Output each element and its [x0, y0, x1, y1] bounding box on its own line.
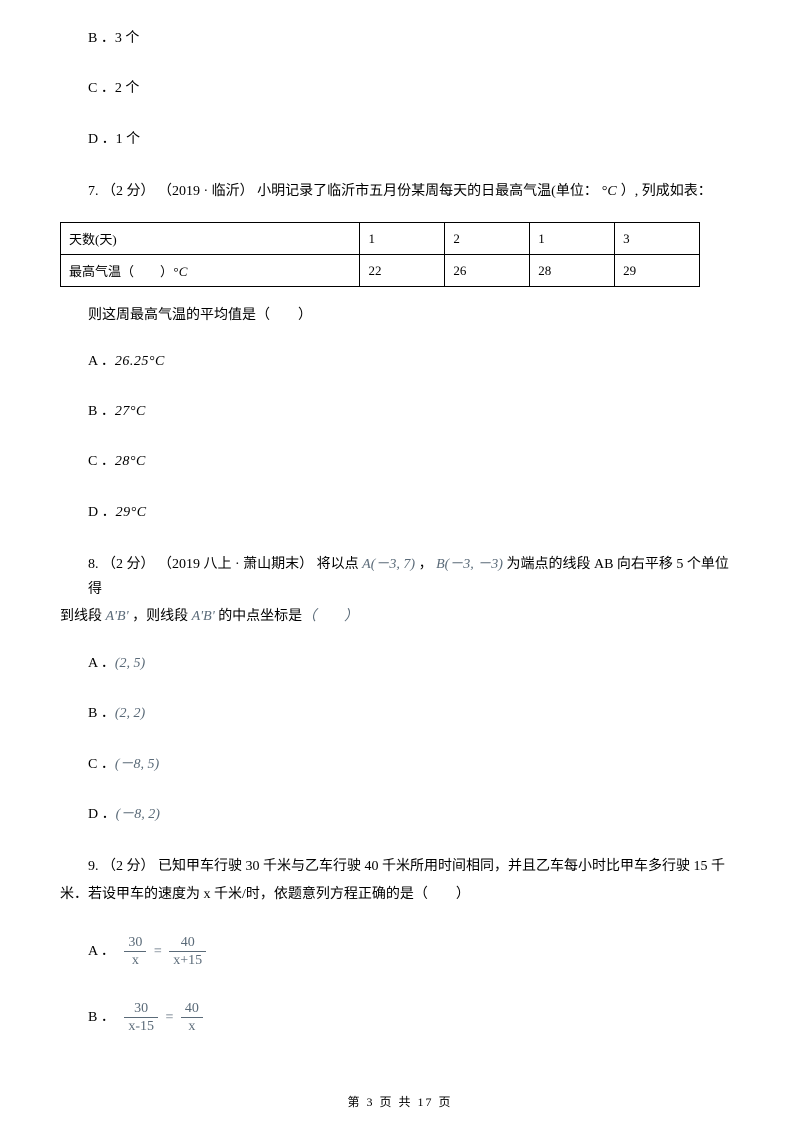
opt-label: A ．: [88, 941, 115, 963]
fraction-left: 30 x: [124, 936, 146, 968]
numerator: 30: [124, 936, 146, 952]
opt-label: D ．: [88, 505, 116, 520]
q7-option-c: C ．28°C: [60, 451, 740, 473]
option-c: C ．2 个: [60, 78, 740, 100]
q7-table: 天数(天) 1 2 1 3 最高气温（ ）°C 22 26 28 29: [60, 222, 700, 287]
fraction-right: 40 x: [181, 1002, 203, 1034]
opt-label: A ．: [88, 354, 115, 369]
q9-line2: 米．若设甲车的速度为 x 千米/时，依题意列方程正确的是（ ）: [60, 884, 740, 906]
opt-value: (－8, 5): [115, 757, 159, 772]
opt-label: B ．: [88, 706, 115, 721]
equation: 30 x = 40 x+15: [124, 936, 206, 968]
q8-option-a: A ．(2, 5): [60, 653, 740, 675]
denominator: x: [181, 1018, 203, 1034]
cell-temp-label: 最高气温（ ）°C: [61, 255, 360, 287]
fraction-right: 40 x+15: [169, 936, 206, 968]
option-b: B ．3 个: [60, 28, 740, 50]
numerator: 40: [181, 1002, 203, 1018]
page-footer: 第 3 页 共 17 页: [0, 1093, 800, 1110]
q9-option-b: B ． 30 x-15 = 40 x: [60, 1002, 740, 1034]
opt-label: D ．: [88, 807, 116, 822]
opt-value: 29°C: [116, 505, 147, 520]
opt-value: 28°C: [115, 454, 146, 469]
point-b: B(－3, －3): [436, 557, 503, 572]
cell-days-label: 天数(天): [61, 223, 360, 255]
q7-option-a: A ．26.25°C: [60, 351, 740, 373]
point-a: A(－3, 7): [362, 557, 415, 572]
denominator: x: [124, 952, 146, 968]
numerator: 30: [124, 1002, 158, 1018]
q8-p4c: 的中点坐标是: [215, 609, 303, 624]
q8-text-2: 到线段 A'B' ，则线段 A'B' 的中点坐标是（ ）: [60, 606, 740, 628]
opt-value: 26.25°C: [115, 354, 165, 369]
cell: 28: [530, 255, 615, 287]
fraction-left: 30 x-15: [124, 1002, 158, 1034]
opt-label: B ．: [88, 1007, 115, 1029]
opt-value: (2, 2): [115, 706, 145, 721]
equals-sign: =: [150, 941, 166, 963]
q8-option-c: C ．(－8, 5): [60, 754, 740, 776]
opt-label: C ．: [88, 757, 115, 772]
denominator: x-15: [124, 1018, 158, 1034]
q8-p2: ，: [415, 557, 436, 572]
q8-option-d: D ．(－8, 2): [60, 804, 740, 826]
cell: 2: [445, 223, 530, 255]
cell: 26: [445, 255, 530, 287]
q7-prefix: 7. （2 分） （2019 · 临沂） 小明记录了临沂市五月份某周每天的日最高…: [88, 184, 601, 199]
temp-label-text: 最高气温（ ）: [69, 264, 173, 279]
equals-sign: =: [162, 1007, 178, 1029]
q7-option-d: D ．29°C: [60, 502, 740, 524]
q9-line1: 9. （2 分） 已知甲车行驶 30 千米与乙车行驶 40 千米所用时间相同，并…: [60, 854, 740, 879]
q8-option-b: B ．(2, 2): [60, 703, 740, 725]
cell: 1: [530, 223, 615, 255]
q8-p1: 8. （2 分） （2019 八上 · 萧山期末） 将以点: [88, 557, 362, 572]
opt-label: A ．: [88, 656, 115, 671]
cell: 1: [360, 223, 445, 255]
q7-option-b: B ．27°C: [60, 401, 740, 423]
cell: 22: [360, 255, 445, 287]
denominator: x+15: [169, 952, 206, 968]
opt-value: (2, 5): [115, 656, 145, 671]
q8-p4b: ，则线段: [129, 609, 192, 624]
table-row: 最高气温（ ）°C 22 26 28 29: [61, 255, 700, 287]
opt-label: C ．: [88, 454, 115, 469]
q7-text: 7. （2 分） （2019 · 临沂） 小明记录了临沂市五月份某周每天的日最高…: [60, 179, 740, 204]
q8-p4a: 到线段: [60, 609, 106, 624]
temp-label-unit: °C: [173, 264, 188, 279]
opt-value: 27°C: [115, 404, 146, 419]
cell: 29: [615, 255, 700, 287]
paren: （ ）: [302, 609, 358, 624]
segment-1: A'B': [106, 609, 129, 624]
segment-2: A'B': [192, 609, 215, 624]
option-d: D ．1 个: [60, 129, 740, 151]
opt-label: B ．: [88, 404, 115, 419]
q7-followup: 则这周最高气温的平均值是（ ）: [60, 303, 740, 328]
cell: 3: [615, 223, 700, 255]
q7-unit: °C: [601, 184, 617, 199]
q7-suffix: ）, 列成如表：: [617, 184, 712, 199]
equation: 30 x-15 = 40 x: [124, 1002, 203, 1034]
q8-text: 8. （2 分） （2019 八上 · 萧山期末） 将以点 A(－3, 7) ，…: [60, 552, 740, 602]
numerator: 40: [169, 936, 206, 952]
q9-option-a: A ． 30 x = 40 x+15: [60, 936, 740, 968]
table-row: 天数(天) 1 2 1 3: [61, 223, 700, 255]
opt-value: (－8, 2): [116, 807, 160, 822]
